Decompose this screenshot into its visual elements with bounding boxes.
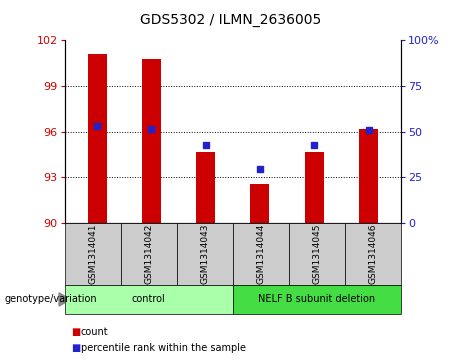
Bar (359, 129, 378, 223)
Text: GDS5302 / ILMN_2636005: GDS5302 / ILMN_2636005 (140, 13, 321, 27)
Text: percentile rank within the sample: percentile rank within the sample (81, 343, 246, 354)
Text: count: count (81, 327, 108, 337)
Polygon shape (59, 293, 71, 306)
Bar (88, 54, 106, 223)
Text: ■: ■ (71, 343, 81, 354)
Text: NELF B subunit deletion: NELF B subunit deletion (258, 294, 376, 305)
Text: GSM1314041: GSM1314041 (88, 224, 97, 284)
Text: GSM1314044: GSM1314044 (256, 224, 266, 284)
Bar (142, 59, 161, 223)
Text: GSM1314046: GSM1314046 (368, 224, 378, 284)
Bar (305, 152, 324, 223)
Text: genotype/variation: genotype/variation (5, 294, 97, 305)
Text: GSM1314043: GSM1314043 (200, 224, 209, 284)
Text: ■: ■ (71, 327, 81, 337)
Bar (196, 152, 215, 223)
Text: GSM1314045: GSM1314045 (313, 224, 321, 284)
Text: GSM1314042: GSM1314042 (144, 224, 153, 284)
Text: control: control (132, 294, 165, 305)
Bar (250, 184, 269, 223)
